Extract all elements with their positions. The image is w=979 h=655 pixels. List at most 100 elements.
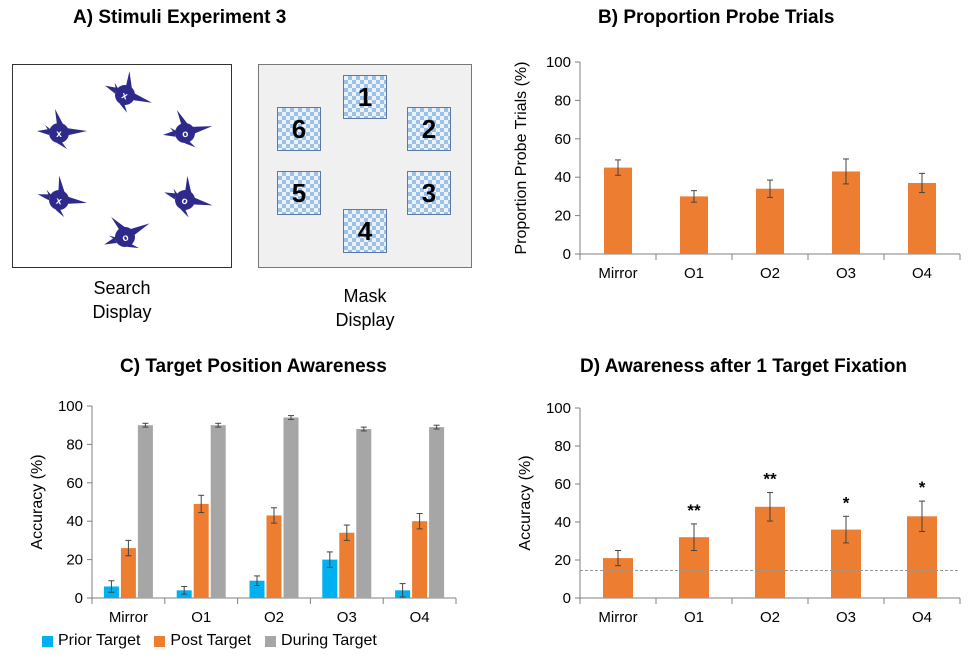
legend-item-prior: Prior Target xyxy=(42,632,140,650)
bar xyxy=(908,182,936,254)
significance-annotation: * xyxy=(843,493,850,512)
x-tick-label: O4 xyxy=(912,265,932,282)
panel-a-title: A) Stimuli Experiment 3 xyxy=(73,7,287,28)
x-tick-label: Mirror xyxy=(598,265,637,282)
x-tick-label: O2 xyxy=(264,609,284,626)
stimulus-spike xyxy=(37,129,49,135)
stimulus-5: x xyxy=(37,175,87,218)
stimulus-spike xyxy=(119,103,128,113)
legend-item-during: During Target xyxy=(265,632,377,650)
bar xyxy=(412,521,428,598)
bar xyxy=(604,167,632,254)
y-tick-label: 0 xyxy=(75,590,83,607)
y-tick-label: 80 xyxy=(554,438,571,455)
search-display-box: x o o o x x xyxy=(12,64,232,268)
mask-tile-2: 2 xyxy=(407,107,451,151)
chart-c: 0 20 40 60 80 100 Mirror O1 O2 O3 O4 Accuracy (%) xyxy=(29,398,457,626)
legend-swatch-during xyxy=(265,635,277,647)
legend-label-prior: Prior Target xyxy=(58,632,141,649)
bar xyxy=(193,503,209,598)
x-tick-label: O1 xyxy=(684,265,704,282)
search-display-caption: Search Display xyxy=(72,276,172,324)
mask-caption-line-1: Mask xyxy=(343,286,387,306)
legend-swatch-post xyxy=(154,635,166,647)
bar xyxy=(322,559,338,598)
search-stimuli: x o o o x x xyxy=(37,71,213,249)
bar xyxy=(137,425,153,598)
stimulus-spike xyxy=(105,85,117,94)
stimulus-4: o xyxy=(104,216,150,249)
x-tick-label: O1 xyxy=(684,609,704,626)
x-tick-label: O3 xyxy=(836,609,856,626)
stimulus-letter: o xyxy=(180,195,189,207)
stimulus-spike xyxy=(55,208,65,218)
stimulus-body xyxy=(175,123,195,143)
bar xyxy=(339,532,355,598)
x-tick-label: O1 xyxy=(191,609,211,626)
y-tick-label: 100 xyxy=(546,54,571,71)
stimulus-body xyxy=(115,227,135,247)
mask-tile-6: 6 xyxy=(277,107,321,151)
panel-d-title: D) Awareness after 1 Target Fixation xyxy=(580,356,907,377)
stimulus-body xyxy=(49,123,69,143)
stimulus-spike xyxy=(37,194,50,201)
x-tick-label: Mirror xyxy=(109,609,148,626)
mask-tile-1: 1 xyxy=(343,75,387,119)
stimulus-spike xyxy=(176,110,188,126)
significance-annotation: * xyxy=(919,478,926,497)
x-tick-label: O4 xyxy=(410,609,430,626)
mask-display-caption: Mask Display xyxy=(315,284,415,332)
stimulus-spike xyxy=(162,130,176,137)
y-tick-label: 80 xyxy=(66,436,83,453)
legend-swatch-prior xyxy=(42,635,53,647)
mask-tile-5: 5 xyxy=(277,171,321,215)
stimulus-letter: x xyxy=(55,196,63,208)
y-tick-label: 100 xyxy=(546,400,571,417)
x-tick-label: O4 xyxy=(912,609,932,626)
stimulus-spike xyxy=(55,109,63,125)
y-tick-label: 60 xyxy=(554,476,571,493)
stimulus-spike xyxy=(180,208,189,218)
bar xyxy=(755,506,785,598)
y-tick-label: 40 xyxy=(66,513,83,530)
y-tick-label: 40 xyxy=(554,169,571,186)
bar xyxy=(680,196,708,254)
stimulus-spike xyxy=(111,216,125,231)
chart-b: 0 20 40 60 80 100 Mirror O1 O2 O3 O4 Proportion Pro… xyxy=(513,54,961,282)
legend-item-post: Post Target xyxy=(154,632,251,650)
stimulus-body xyxy=(175,190,195,210)
legend-label-post: Post Target xyxy=(170,632,252,649)
mask-tile-3: 3 xyxy=(407,171,451,215)
stimulus-6: x xyxy=(37,109,87,149)
y-tick-label: 0 xyxy=(563,246,571,263)
y-tick-label: 20 xyxy=(554,208,571,225)
search-caption-line-2: Display xyxy=(92,302,152,322)
stimulus-spike xyxy=(57,141,67,149)
y-tick-label: 20 xyxy=(66,552,83,569)
stimulus-1: x xyxy=(105,71,152,113)
stimulus-letter: o xyxy=(181,129,189,141)
stimulus-3: o xyxy=(164,175,213,218)
y-tick-label: 100 xyxy=(58,398,83,415)
bar xyxy=(210,425,226,598)
stimulus-spike xyxy=(125,71,132,88)
legend-label-during: During Target xyxy=(281,632,377,649)
y-tick-label: 60 xyxy=(66,475,83,492)
bar xyxy=(266,515,282,598)
stimulus-spike xyxy=(58,175,65,192)
y-axis-label: Accuracy (%) xyxy=(517,455,534,550)
x-tick-label: O3 xyxy=(337,609,357,626)
panel-c-title: C) Target Position Awareness xyxy=(120,356,387,377)
stimulus-spike xyxy=(104,237,117,245)
y-tick-label: 0 xyxy=(563,590,571,607)
significance-annotation: ** xyxy=(763,470,777,489)
stimulus-letter: x xyxy=(56,129,62,140)
significance-annotation: ** xyxy=(687,501,701,520)
bar xyxy=(249,580,265,598)
y-tick-label: 20 xyxy=(554,552,571,569)
y-tick-label: 60 xyxy=(554,131,571,148)
mask-caption-line-2: Display xyxy=(335,310,395,330)
bar xyxy=(832,171,860,254)
stimulus-spike xyxy=(185,175,192,193)
